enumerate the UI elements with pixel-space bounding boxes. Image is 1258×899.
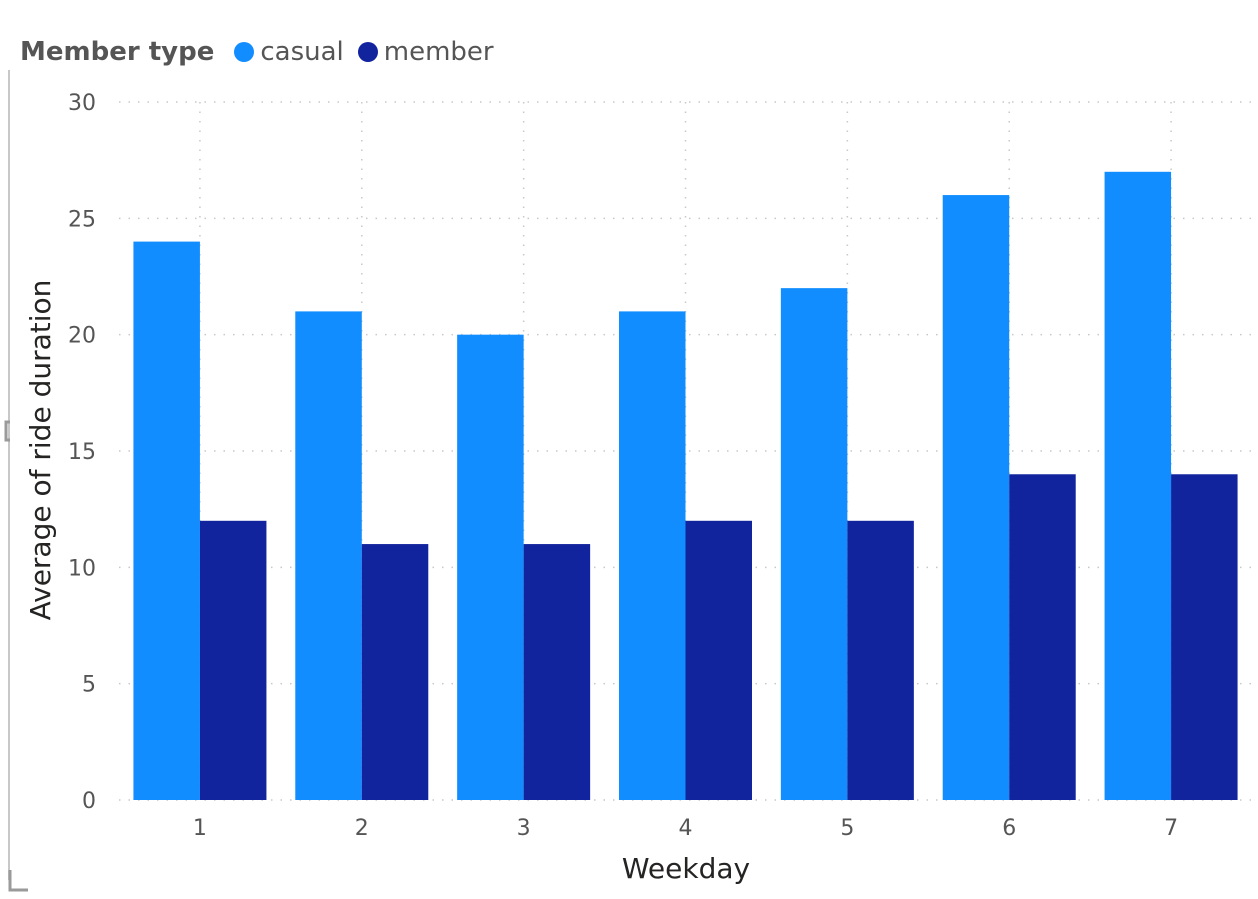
y-tick-label: 20	[68, 324, 96, 349]
bar-member-6[interactable]	[1009, 474, 1076, 800]
x-tick-label: 6	[1002, 816, 1016, 841]
x-tick-label: 5	[840, 816, 854, 841]
x-axis-title: Weekday	[622, 852, 750, 885]
x-axis-ticks: 1 2 3 4 5 6 7	[193, 816, 1178, 841]
chart-legend: Member type casual member	[20, 34, 508, 70]
x-tick-label: 1	[193, 816, 207, 841]
y-tick-label: 10	[68, 556, 96, 581]
chart-bars	[133, 171, 1238, 801]
resize-handle-bottom-left[interactable]	[8, 870, 28, 892]
y-axis-title: Average of ride duration	[24, 280, 57, 621]
y-tick-label: 15	[68, 440, 96, 465]
bar-casual-2[interactable]	[295, 311, 362, 800]
y-tick-label: 0	[82, 789, 96, 814]
bar-member-5[interactable]	[847, 520, 914, 800]
y-axis-ticks: 0 5 10 15 20 25 30	[68, 91, 96, 814]
x-tick-label: 3	[517, 816, 531, 841]
bar-casual-1[interactable]	[133, 241, 200, 801]
bar-member-7[interactable]	[1171, 474, 1238, 800]
y-tick-label: 25	[68, 207, 96, 232]
x-tick-label: 4	[679, 816, 693, 841]
bar-casual-4[interactable]	[619, 311, 686, 800]
bar-casual-3[interactable]	[457, 334, 524, 800]
legend-title: Member type	[20, 37, 215, 67]
casual-circle-icon	[234, 42, 255, 62]
x-tick-label: 2	[355, 816, 369, 841]
y-tick-label: 5	[82, 673, 96, 698]
bar-member-2[interactable]	[361, 544, 429, 800]
resize-handle-left[interactable]	[4, 420, 10, 442]
bar-casual-5[interactable]	[780, 288, 848, 800]
bar-member-1[interactable]	[199, 520, 267, 800]
legend-item-member[interactable]: member	[357, 37, 494, 67]
bar-member-4[interactable]	[685, 520, 753, 800]
legend-label-casual: casual	[260, 37, 344, 67]
bar-casual-7[interactable]	[1104, 171, 1172, 801]
legend-item-casual[interactable]: casual	[234, 37, 344, 67]
member-circle-icon	[357, 42, 378, 62]
legend-label-member: member	[383, 37, 494, 67]
y-tick-label: 30	[68, 91, 96, 116]
x-tick-label: 7	[1164, 816, 1178, 841]
bar-casual-6[interactable]	[942, 195, 1010, 801]
bar-member-3[interactable]	[523, 544, 591, 800]
